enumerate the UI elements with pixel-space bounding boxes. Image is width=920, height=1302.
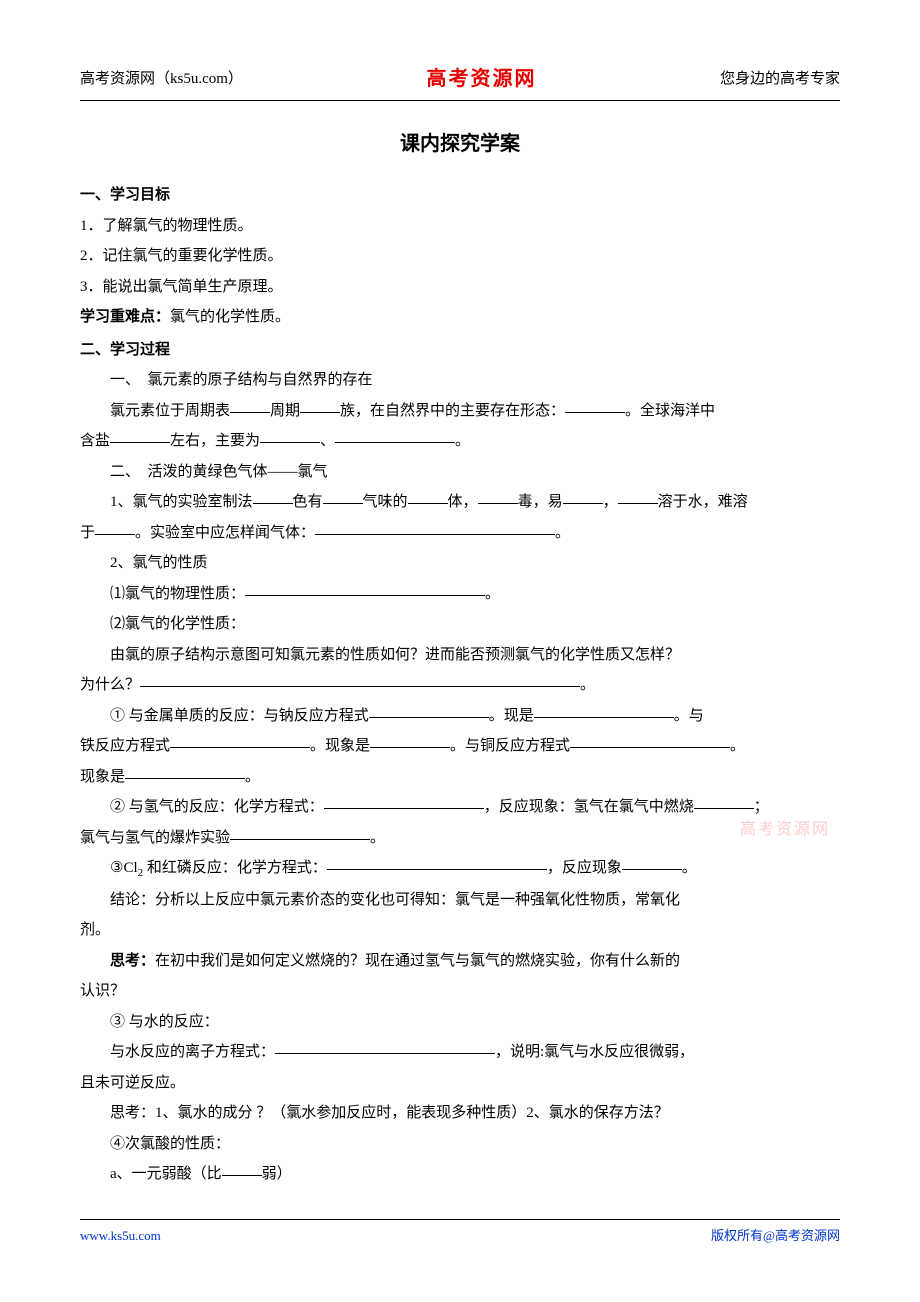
header-center-logo: 高考资源网 xyxy=(426,60,536,98)
blank-p-phen[interactable] xyxy=(622,869,682,870)
reaction-4-line2: 且未可逆反应。 xyxy=(80,1069,840,1098)
think-label: 思考： xyxy=(110,952,155,969)
reaction-1-line2: 铁反应方程式。现象是。与铜反应方程式。 xyxy=(80,732,840,761)
blank-fe-phen[interactable] xyxy=(370,747,450,748)
blank-period[interactable] xyxy=(230,412,270,413)
sub2-1-line1: 1、氯气的实验室制法色有气味的体，毒，易，溶于水，难溶 xyxy=(80,488,840,517)
blank-p-eq[interactable] xyxy=(327,869,547,870)
reaction-5-heading: ④次氯酸的性质： xyxy=(80,1130,840,1159)
blank-water-eq[interactable] xyxy=(275,1053,495,1054)
reaction-4-line1: 与水反应的离子方程式：，说明:氯气与水反应很微弱， xyxy=(80,1038,840,1067)
objective-2: 2．记住氯气的重要化学性质。 xyxy=(80,242,840,271)
blank-h2-phen[interactable] xyxy=(694,808,754,809)
blank-h2-eq[interactable] xyxy=(324,808,484,809)
reaction-1-line1: ① 与金属单质的反应：与钠反应方程式。现是。与 xyxy=(80,702,840,731)
objective-1: 1．了解氯气的物理性质。 xyxy=(80,212,840,241)
conclusion-line2: 剂。 xyxy=(80,916,840,945)
objectives-heading: 一、学习目标 xyxy=(80,181,840,210)
sub1-line1: 氯元素位于周期表周期族，在自然界中的主要存在形态：。全球海洋中 xyxy=(80,397,840,426)
sub2-2-2-q1: 由氯的原子结构示意图可知氯元素的性质如何？进而能否预测氯气的化学性质又怎样？ xyxy=(80,641,840,670)
think-1-line1: 思考：在初中我们是如何定义燃烧的？现在通过氢气与氯气的燃烧实验，你有什么新的 xyxy=(80,947,840,976)
objective-3: 3．能说出氯气简单生产原理。 xyxy=(80,273,840,302)
blank-na-phen[interactable] xyxy=(534,717,674,718)
blank-smell-method[interactable] xyxy=(315,534,555,535)
blank-cu-eq[interactable] xyxy=(570,747,730,748)
subsection-1-heading: 一、 氯元素的原子结构与自然界的存在 xyxy=(80,366,840,395)
focus-line: 学习重难点：氯气的化学性质。 xyxy=(80,303,840,332)
blank-weak-acid[interactable] xyxy=(222,1175,262,1176)
think-1-line2: 认识？ xyxy=(80,977,840,1006)
subsection-2-heading: 二、 活泼的黄绿色气体——氯气 xyxy=(80,458,840,487)
blank-solv[interactable] xyxy=(618,503,658,504)
blank-fe-eq[interactable] xyxy=(170,747,310,748)
reaction-1-line3: 现象是。 xyxy=(80,763,840,792)
conclusion-line1: 结论：分析以上反应中氯元素价态的变化也可得知：氯气是一种强氧化性物质，常氧化 xyxy=(80,886,840,915)
reaction-3: ③Cl2 和红磷反应：化学方程式：，反应现象。 xyxy=(80,854,840,884)
blank-color[interactable] xyxy=(253,503,293,504)
blank-na-eq[interactable] xyxy=(369,717,489,718)
blank-cu-phen[interactable] xyxy=(125,778,245,779)
reaction-2-line1: ② 与氢气的反应：化学方程式：，反应现象：氢气在氯气中燃烧； xyxy=(80,793,840,822)
focus-label: 学习重难点： xyxy=(80,308,170,325)
think-2: 思考：1、氯水的成分 ？（氯水参加反应时，能表现多种性质）2、氯水的保存方法？ xyxy=(80,1099,840,1128)
process-heading: 二、学习过程 xyxy=(80,336,840,365)
blank-toxic[interactable] xyxy=(478,503,518,504)
footer-url: www.ks5u.com xyxy=(80,1224,161,1249)
reaction-4-heading: ③ 与水的反应： xyxy=(80,1008,840,1037)
reaction-2-line2: 氯气与氢气的爆炸实验。 xyxy=(80,824,840,853)
blank-insol[interactable] xyxy=(95,534,135,535)
blank-form[interactable] xyxy=(565,412,625,413)
sub1-line2: 含盐左右，主要为、。 xyxy=(80,427,840,456)
blank-body[interactable] xyxy=(408,503,448,504)
footer-copyright: 版权所有@高考资源网 xyxy=(711,1224,840,1249)
sub2-1-line2: 于。实验室中应怎样闻气体：。 xyxy=(80,519,840,548)
blank-group[interactable] xyxy=(300,412,340,413)
blank-physical[interactable] xyxy=(245,595,485,596)
blank-explosion[interactable] xyxy=(230,839,370,840)
header-right: 您身边的高考专家 xyxy=(720,65,840,94)
focus-value: 氯气的化学性质。 xyxy=(170,309,290,325)
sub2-2-2: ⑵氯气的化学性质： xyxy=(80,610,840,639)
document-title: 课内探究学案 xyxy=(80,125,840,163)
sub2-2: 2、氯气的性质 xyxy=(80,549,840,578)
reaction-5-a: a、一元弱酸（比弱） xyxy=(80,1160,840,1189)
blank-why[interactable] xyxy=(140,686,580,687)
document-body: 一、学习目标 1．了解氯气的物理性质。 2．记住氯气的重要化学性质。 3．能说出… xyxy=(80,181,840,1189)
sub2-2-2-q2: 为什么？。 xyxy=(80,671,840,700)
page-header: 高考资源网（ks5u.com） 高考资源网 您身边的高考专家 xyxy=(80,60,840,101)
header-left: 高考资源网（ks5u.com） xyxy=(80,65,243,94)
sub2-2-1: ⑴氯气的物理性质：。 xyxy=(80,580,840,609)
blank-salt[interactable] xyxy=(110,442,170,443)
blank-smell[interactable] xyxy=(323,503,363,504)
page-footer: www.ks5u.com 版权所有@高考资源网 xyxy=(80,1219,840,1249)
blank-main2[interactable] xyxy=(335,442,455,443)
blank-easy[interactable] xyxy=(563,503,603,504)
blank-main1[interactable] xyxy=(260,442,320,443)
